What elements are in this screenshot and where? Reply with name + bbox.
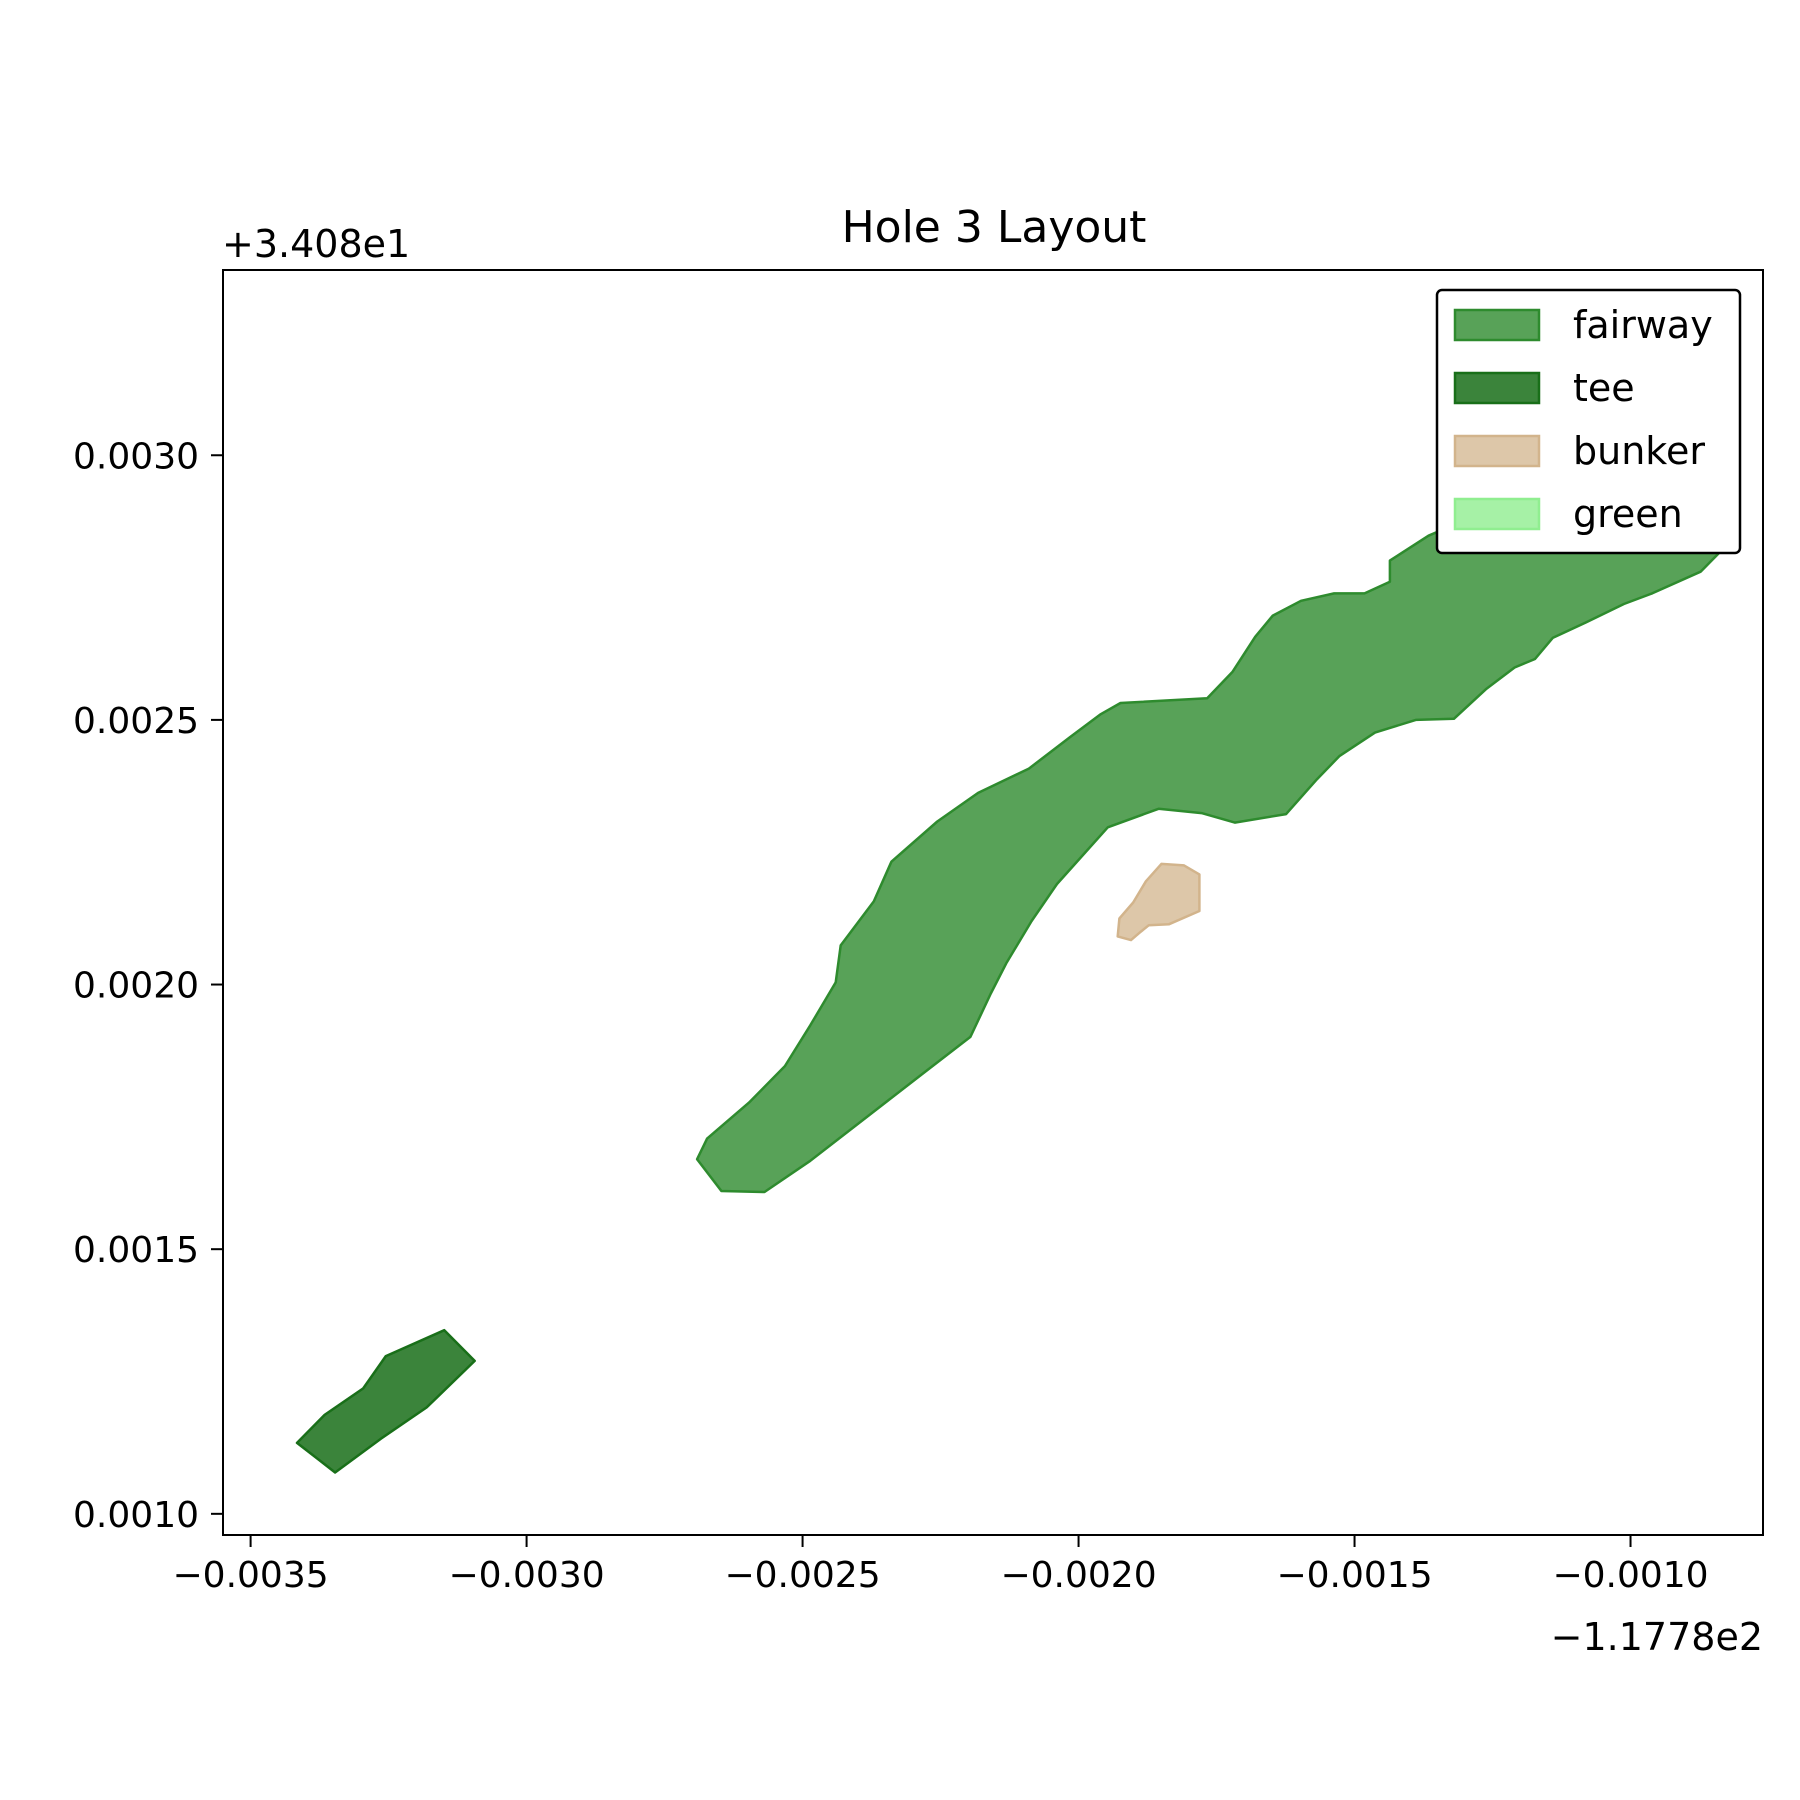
x-tick-label: −0.0030 — [449, 1555, 605, 1596]
fairway-polygon — [695, 493, 1728, 1194]
x-tick-label: −0.0015 — [1276, 1555, 1432, 1596]
chart-title: Hole 3 Layout — [842, 202, 1147, 253]
plot-frame — [222, 269, 1764, 1536]
tee-polygon — [295, 1328, 476, 1474]
x-tick-label: −0.0025 — [724, 1555, 880, 1596]
legend: fairway tee bunker green — [1435, 288, 1742, 555]
y-tick-label: 0.0025 — [73, 701, 199, 742]
bunker-polygon — [1116, 862, 1201, 942]
x-tick-label: −0.0010 — [1552, 1555, 1708, 1596]
green-legend-label: green — [1573, 492, 1683, 536]
x-tick-label: −0.0035 — [173, 1555, 329, 1596]
green-legend-swatch — [1453, 497, 1541, 531]
y-tick-label: 0.0015 — [73, 1230, 199, 1271]
fairway-legend-swatch — [1453, 308, 1541, 342]
fairway-legend-label: fairway — [1573, 303, 1713, 347]
bunker-legend-label: bunker — [1573, 429, 1705, 473]
tee-legend-swatch — [1453, 371, 1541, 405]
y-tick-label: 0.0010 — [73, 1495, 199, 1536]
y-axis: 0.0010 0.0015 0.0020 0.0025 0.0030 — [73, 436, 223, 1536]
bunker-legend-swatch — [1453, 434, 1541, 468]
y-tick-label: 0.0020 — [73, 966, 199, 1007]
y-tick-label: 0.0030 — [73, 436, 199, 477]
x-axis: −0.0035 −0.0030 −0.0025 −0.0020 −0.0015 −0.00… — [173, 1535, 1709, 1596]
tee-legend-label: tee — [1573, 366, 1635, 410]
legend-frame — [1435, 288, 1742, 555]
y-offset-label: +3.408e1 — [222, 222, 410, 266]
x-offset-label: −1.1778e2 — [1551, 1615, 1763, 1659]
x-tick-label: −0.0020 — [1000, 1555, 1156, 1596]
plot-polygons — [295, 493, 1728, 1474]
